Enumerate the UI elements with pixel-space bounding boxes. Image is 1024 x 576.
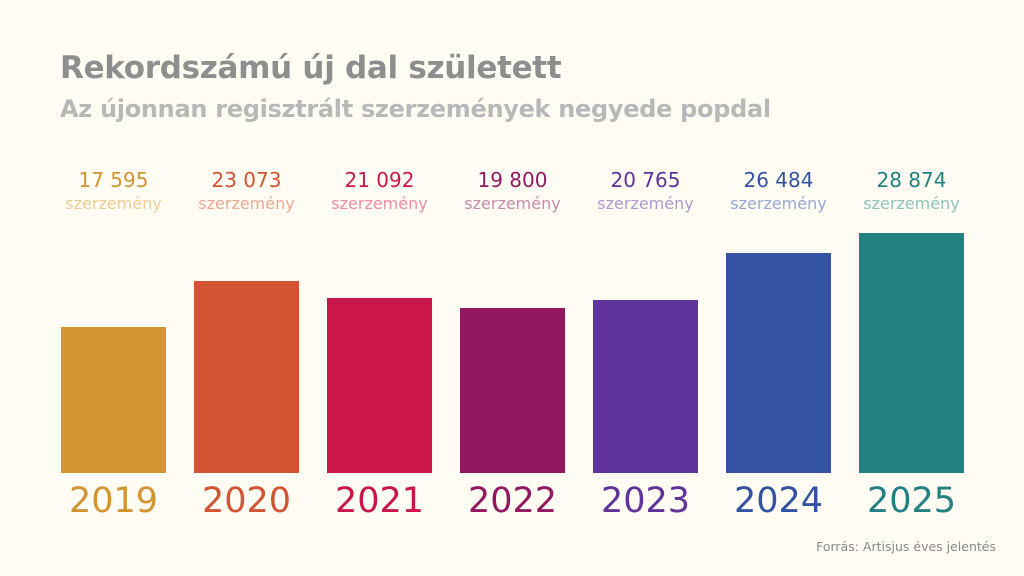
bar-2019 xyxy=(61,326,166,473)
year-label: 2021 xyxy=(334,481,425,521)
bar-2022 xyxy=(460,308,565,473)
bar-2024 xyxy=(726,252,831,473)
value-label: 17 595 xyxy=(78,168,149,192)
value-label: 21 092 xyxy=(344,168,415,192)
unit-label: szerzemény xyxy=(65,194,162,213)
value-label: 28 874 xyxy=(876,168,947,192)
unit-label: szerzemény xyxy=(331,194,428,213)
unit-label: szerzemény xyxy=(198,194,295,213)
year-label: 2019 xyxy=(68,481,159,521)
value-label: 20 765 xyxy=(610,168,681,192)
chart-title: Rekordszámú új dal született xyxy=(60,50,562,86)
bar-2020 xyxy=(194,281,299,473)
year-label: 2020 xyxy=(201,481,292,521)
unit-label: szerzemény xyxy=(730,194,827,213)
unit-label: szerzemény xyxy=(863,194,960,213)
value-label: 26 484 xyxy=(743,168,814,192)
bar-2021 xyxy=(327,297,432,473)
source-note: Forrás: Artisjus éves jelentés xyxy=(816,539,996,554)
bar-2023 xyxy=(593,300,698,473)
value-label: 23 073 xyxy=(211,168,282,192)
year-label: 2025 xyxy=(866,481,957,521)
bar-2025 xyxy=(859,233,964,473)
year-label: 2024 xyxy=(733,481,824,521)
unit-label: szerzemény xyxy=(597,194,694,213)
chart-subtitle: Az újonnan regisztrált szerzemények negy… xyxy=(60,95,771,123)
value-label: 19 800 xyxy=(477,168,548,192)
year-label: 2022 xyxy=(467,481,558,521)
year-label: 2023 xyxy=(600,481,691,521)
unit-label: szerzemény xyxy=(464,194,561,213)
